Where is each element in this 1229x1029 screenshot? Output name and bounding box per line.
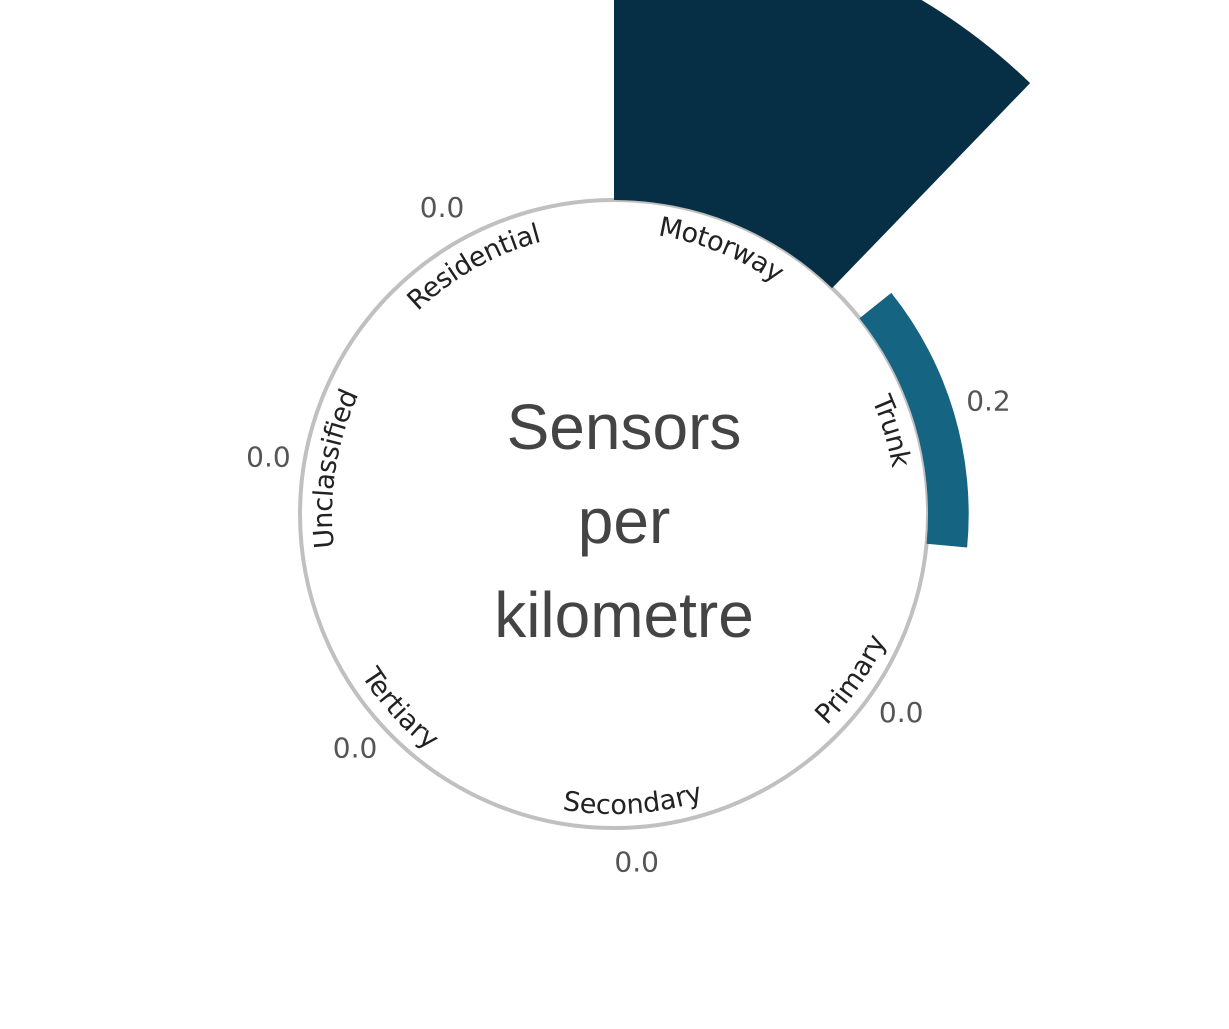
category-label-secondary: Secondary bbox=[561, 777, 706, 821]
chart-title-line-2: per bbox=[577, 485, 671, 557]
value-label-unclassified: 0.0 bbox=[246, 440, 291, 473]
chart-title-line-3: kilometre bbox=[494, 579, 754, 651]
value-label-trunk: 0.2 bbox=[966, 385, 1011, 418]
bar-trunk bbox=[859, 292, 969, 548]
chart-title: Sensors per kilometre bbox=[424, 380, 824, 662]
value-label-primary: 0.0 bbox=[879, 696, 924, 729]
bars-group bbox=[614, 0, 1031, 548]
value-label-tertiary: 0.0 bbox=[333, 731, 378, 764]
value-label-residential: 0.0 bbox=[420, 191, 465, 224]
value-label-secondary: 0.0 bbox=[614, 845, 659, 878]
value-labels-group: 1.40.20.00.00.00.00.0 bbox=[246, 191, 1011, 878]
bar-motorway bbox=[614, 0, 1031, 289]
chart-title-line-1: Sensors bbox=[506, 391, 742, 463]
